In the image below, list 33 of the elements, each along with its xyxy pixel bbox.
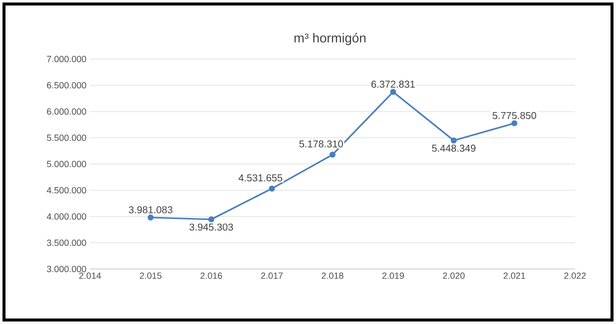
y-tick-label: 6.000.000: [47, 108, 86, 115]
point: [268, 186, 275, 192]
x-tick-label: 2.017: [261, 272, 283, 279]
x-tick-label: 2.020: [442, 272, 465, 279]
x-tick-label: 2.019: [382, 272, 404, 279]
x-tick-label: 2.018: [322, 272, 344, 279]
y-tick-label: 3.500.000: [46, 240, 86, 246]
x-tick-label: 2.014: [79, 272, 101, 279]
data-label: 5.178.310: [299, 140, 343, 148]
data-label: 4.531.655: [238, 174, 282, 182]
data-label: 5.775.850: [492, 112, 536, 120]
y-tick-label: 4.000.000: [46, 213, 86, 220]
x-tick-label: 2.015: [140, 272, 162, 279]
y-tick-label: 5.000.000: [46, 160, 86, 168]
data-label: 3.945.303: [189, 224, 233, 231]
point: [511, 120, 518, 126]
y-tick-label: 3.000.000: [46, 266, 86, 272]
point: [208, 216, 214, 222]
point: [330, 152, 336, 158]
y-tick-label: 7.000.000: [47, 56, 86, 62]
data-label: 5.448.349: [432, 144, 476, 152]
point: [450, 137, 457, 144]
data-label: 3.981.083: [128, 206, 172, 214]
y-tick-label: 4.500.000: [46, 187, 86, 194]
point: [390, 88, 396, 95]
data-label: 6.372.831: [371, 80, 415, 88]
x-tick-label: 2.022: [564, 272, 586, 279]
y-tick-label: 6.500.000: [47, 82, 86, 88]
x-tick-label: 2.021: [504, 272, 526, 279]
x-tick-label: 2.016: [200, 272, 222, 279]
point: [148, 214, 154, 220]
chart-title: m³ hormigón: [294, 32, 366, 46]
y-tick-label: 5.500.000: [46, 134, 86, 141]
